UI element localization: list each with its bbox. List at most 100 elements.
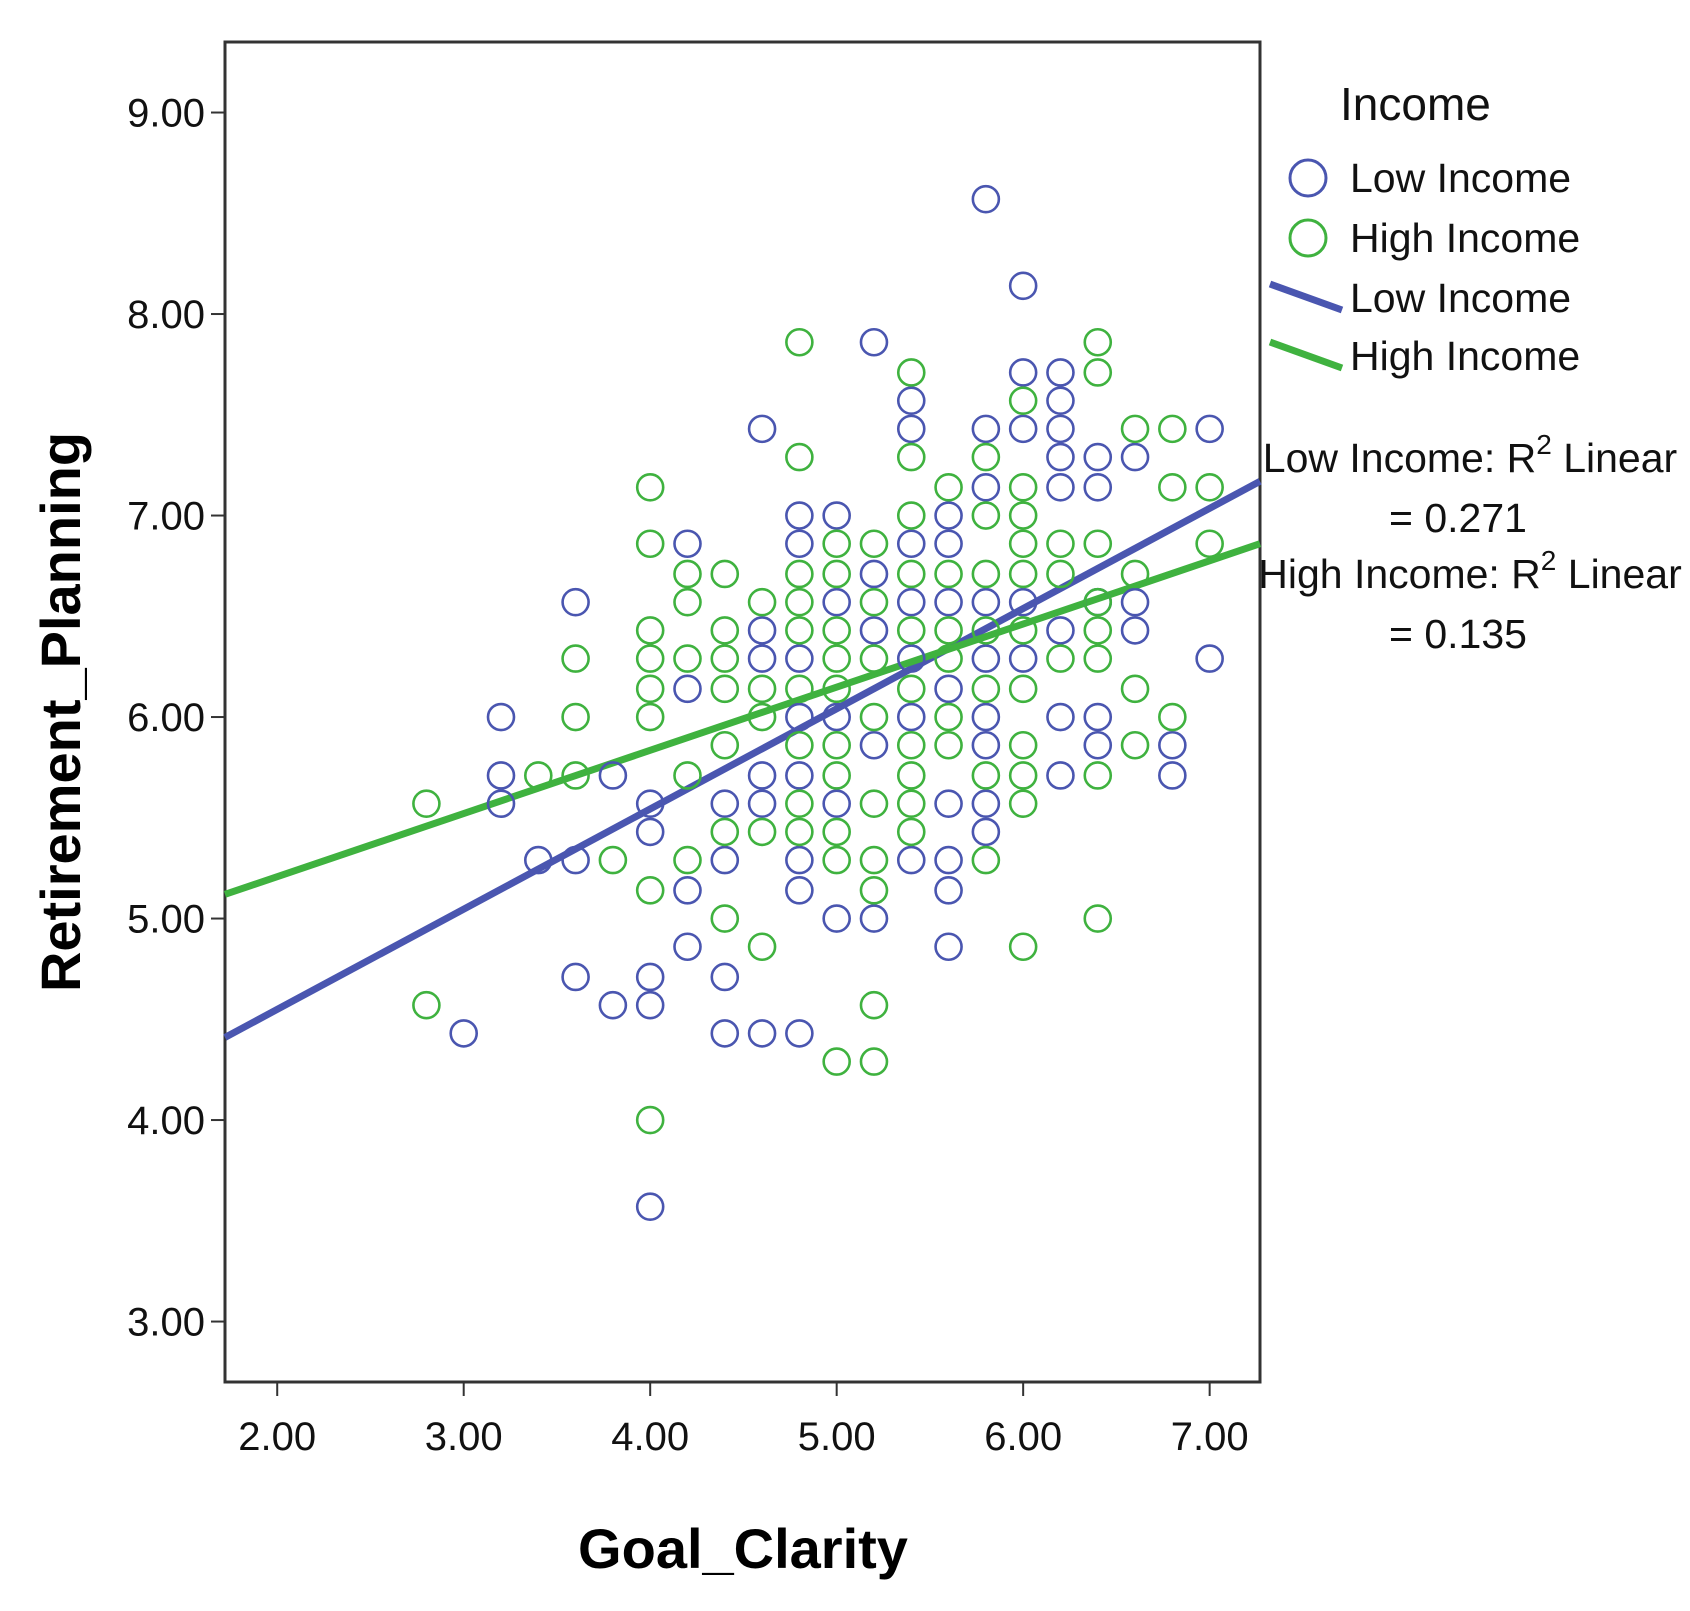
data-point [859, 702, 889, 732]
legend-item: Low Income [1288, 155, 1571, 201]
data-point [971, 442, 1001, 472]
data-point [449, 1019, 479, 1048]
data-point [486, 789, 516, 818]
data-point [785, 674, 814, 704]
data-point [971, 845, 1001, 875]
y-tick-label: 4.00 [127, 1099, 205, 1143]
data-point [1083, 442, 1113, 472]
data-point [971, 559, 1001, 589]
data-point [710, 730, 740, 760]
data-point [934, 501, 963, 530]
data-point [934, 473, 963, 502]
data-point [859, 644, 889, 673]
data-point [859, 616, 889, 645]
data-point [673, 644, 702, 673]
data-point [635, 1105, 665, 1135]
data-point [859, 730, 889, 760]
data-point [822, 904, 851, 933]
data-point [896, 616, 926, 645]
x-tick-label: 3.00 [425, 1415, 503, 1459]
data-point [635, 990, 665, 1020]
data-point [635, 1192, 665, 1221]
data-point [710, 1019, 740, 1048]
data-point [896, 529, 926, 559]
data-point [1083, 761, 1113, 790]
data-point [747, 761, 777, 790]
data-point [934, 845, 963, 875]
r2-annotation-line2: = 0.135 [1389, 611, 1527, 657]
data-point [822, 674, 851, 704]
legend-item: High Income [1288, 215, 1580, 261]
data-point [561, 644, 590, 673]
data-point [1195, 529, 1224, 559]
data-point [635, 473, 665, 502]
x-axis-title: Goal_Clarity [578, 1517, 908, 1580]
data-point [934, 702, 963, 732]
data-point [1158, 730, 1187, 760]
series-high-income [412, 327, 1224, 1135]
data-point [785, 644, 814, 673]
data-point [1046, 616, 1075, 645]
legend-marker-icon [1288, 158, 1328, 198]
data-point [635, 674, 665, 704]
data-point [1008, 414, 1038, 444]
data-point [1158, 702, 1187, 732]
legend-marker-icon [1288, 218, 1328, 258]
r2-annotation-line1: Low Income: R2 Linear [1263, 429, 1677, 481]
data-point [710, 904, 740, 933]
data-point [896, 559, 926, 589]
data-point [1008, 616, 1038, 645]
data-point [673, 529, 702, 559]
data-point [1083, 358, 1113, 387]
data-point [1120, 674, 1150, 704]
data-point [1008, 559, 1038, 589]
data-point [673, 674, 702, 704]
data-point [785, 559, 814, 589]
data-point [1083, 529, 1113, 559]
data-point [1008, 473, 1038, 502]
data-point [598, 990, 628, 1020]
legend: Income Low Income High Income Low Income Hig… [1268, 78, 1580, 379]
r2-annotation: High Income: R2 Linear = 0.135 [1258, 545, 1682, 657]
data-point [785, 876, 814, 905]
data-point [561, 761, 590, 790]
data-point [1046, 442, 1075, 472]
data-point [896, 587, 926, 617]
data-point [896, 761, 926, 790]
data-point [934, 876, 963, 905]
x-tick-label: 2.00 [238, 1415, 316, 1459]
data-point [785, 817, 814, 847]
data-point [1008, 644, 1038, 673]
data-point [1120, 616, 1150, 645]
r2-annotation-line1: High Income: R2 Linear [1258, 545, 1682, 597]
data-point [859, 990, 889, 1020]
data-point [859, 904, 889, 933]
data-point [785, 327, 814, 357]
data-point [710, 962, 740, 992]
data-point [859, 876, 889, 905]
data-point [971, 817, 1001, 847]
data-point [1008, 358, 1038, 387]
data-point [822, 761, 851, 790]
data-point [673, 559, 702, 589]
data-point [561, 702, 590, 732]
data-point [785, 616, 814, 645]
data-point [934, 587, 963, 617]
data-point [747, 1019, 777, 1048]
data-point [1046, 473, 1075, 502]
data-point [747, 616, 777, 645]
data-point [785, 789, 814, 818]
data-point [1046, 644, 1075, 673]
legend-item: Low Income [1268, 275, 1571, 321]
data-point [747, 789, 777, 818]
series-low-income [449, 184, 1224, 1221]
y-tick-label: 3.00 [127, 1301, 205, 1345]
data-point [896, 817, 926, 847]
data-point [971, 501, 1001, 530]
data-point [1195, 414, 1224, 444]
data-point [785, 1019, 814, 1048]
data-point [896, 730, 926, 760]
data-point [1008, 529, 1038, 559]
data-point [635, 529, 665, 559]
